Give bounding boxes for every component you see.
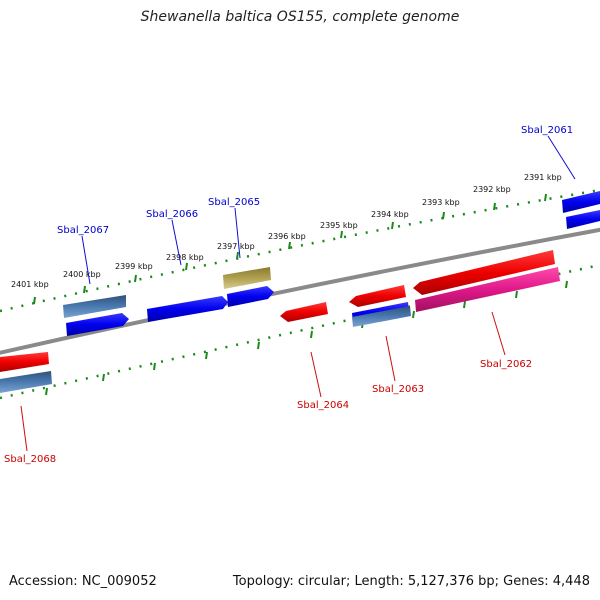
cds-feature[interactable] (63, 295, 126, 318)
gene-label[interactable]: Sbal_2066 (146, 209, 198, 220)
tick-label: 2395 kbp (320, 221, 358, 230)
cds-feature[interactable] (223, 267, 271, 289)
tick-label: 2394 kbp (371, 210, 409, 219)
cds-feature[interactable] (147, 296, 228, 322)
gene-label[interactable]: Sbal_2061 (521, 125, 573, 136)
map-title: Shewanella baltica OS155, complete genom… (140, 9, 460, 25)
gene-label[interactable]: Sbal_2063 (372, 384, 424, 395)
tick-label: 2393 kbp (422, 198, 460, 207)
gene-label[interactable]: Sbal_2062 (480, 359, 532, 370)
reverse-features[interactable] (0, 250, 560, 393)
gene-labels: Sbal_2061 Sbal_2065 Sbal_2066 Sbal_2067 … (4, 125, 573, 465)
tick-labels: 2401 kbp 2400 kbp 2399 kbp 2398 kbp 2397… (11, 173, 562, 289)
callout-lines (20, 135, 576, 452)
inner-major-ticks (45, 280, 568, 396)
outer-major-ticks (33, 193, 547, 305)
cds-feature[interactable] (415, 267, 560, 312)
tick-label: 2391 kbp (524, 173, 562, 182)
gene-label[interactable]: Sbal_2067 (57, 225, 109, 236)
cds-feature[interactable] (566, 210, 600, 229)
tick-label: 2397 kbp (217, 242, 255, 251)
tick-label: 2392 kbp (473, 185, 511, 194)
tick-label: 2401 kbp (11, 280, 49, 289)
cds-feature[interactable] (413, 250, 555, 295)
cds-feature[interactable] (227, 286, 274, 307)
accession-text: Accession: NC_009052 (9, 574, 157, 589)
cds-feature[interactable] (66, 313, 129, 336)
cds-feature[interactable] (280, 302, 328, 322)
cds-feature[interactable] (0, 352, 49, 372)
tick-label: 2398 kbp (166, 253, 204, 262)
gene-label[interactable]: Sbal_2065 (208, 197, 260, 208)
tick-label: 2399 kbp (115, 262, 153, 271)
genome-summary-text: Topology: circular; Length: 5,127,376 bp… (232, 574, 590, 589)
tick-label: 2396 kbp (268, 232, 306, 241)
cds-feature[interactable] (352, 306, 411, 327)
tick-label: 2400 kbp (63, 270, 101, 279)
cds-feature[interactable] (349, 285, 406, 307)
gene-label[interactable]: Sbal_2068 (4, 454, 56, 465)
cds-feature[interactable] (0, 371, 52, 393)
genome-backbone (0, 227, 600, 355)
cds-feature[interactable] (562, 191, 600, 213)
outer-tick-ring (0, 188, 600, 313)
forward-features[interactable] (63, 191, 600, 336)
gene-label[interactable]: Sbal_2064 (297, 400, 349, 411)
